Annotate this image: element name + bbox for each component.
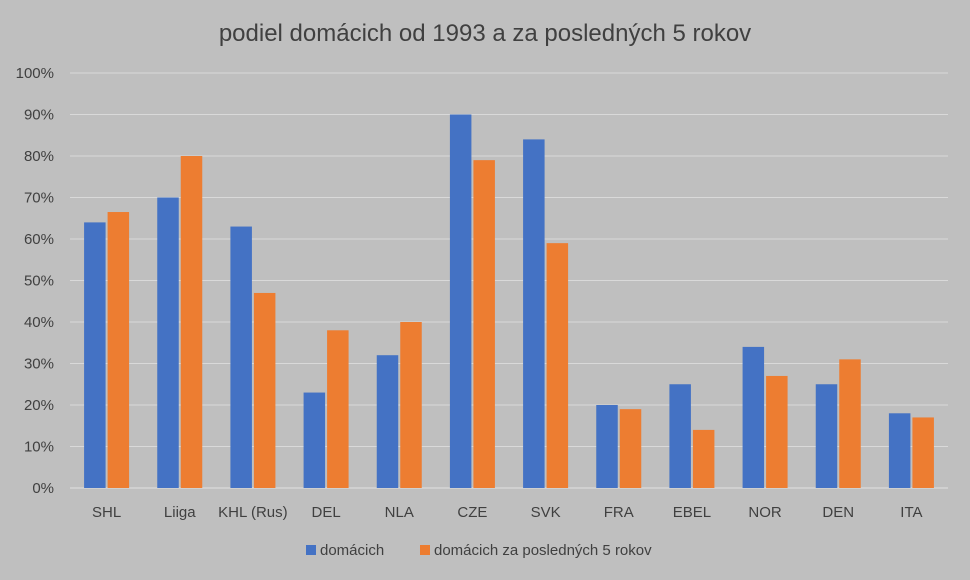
x-tick-label: EBEL [673, 504, 711, 521]
bar-liiga-series-2 [180, 156, 203, 488]
x-tick-label: FRA [604, 504, 634, 521]
bar-del-series-2 [327, 330, 349, 488]
bar-svk-series-1 [523, 139, 545, 488]
x-tick-label: SHL [92, 504, 121, 521]
x-tick-layer: SHL Liiga KHL (Rus) DEL NLA CZE SVK FRA EBEL NOR D… [92, 504, 923, 521]
bar-nor-series-2 [766, 375, 788, 488]
legend-label-series-1: domácich [320, 542, 384, 559]
y-tick-label: 100% [16, 65, 54, 82]
bar-den-series-2 [839, 359, 861, 488]
x-tick-label: DEN [822, 504, 854, 521]
bar-cze-series-2 [473, 160, 495, 488]
x-tick-label: DEL [311, 504, 340, 521]
x-tick-label: KHL (Rus) [218, 504, 287, 521]
bar-khl-rus--series-1 [230, 226, 252, 489]
bar-fra-series-2 [619, 409, 642, 488]
legend-swatch-series-2 [420, 545, 430, 555]
bar-ita-series-1 [888, 413, 911, 488]
bar-layer [84, 114, 934, 489]
x-tick-label: SVK [531, 504, 561, 521]
y-tick-label: 20% [24, 397, 54, 414]
bar-nla-series-2 [400, 322, 422, 488]
x-tick-label: NOR [748, 504, 782, 521]
chart-title: podiel domácich od 1993 a za posledných … [219, 20, 751, 47]
bar-del-series-1 [303, 392, 326, 488]
bar-cze-series-1 [449, 114, 472, 488]
bar-den-series-1 [815, 384, 838, 488]
bar-khl-rus--series-2 [253, 292, 276, 488]
bar-ita-series-2 [912, 417, 934, 488]
bar-svk-series-2 [546, 243, 569, 488]
y-tick-layer: 0% 10% 20% 30% 40% 50% 60% 70% 80% 90% 100% [16, 65, 54, 497]
y-tick-label: 70% [24, 190, 54, 207]
bar-liiga-series-1 [157, 197, 179, 488]
bar-fra-series-1 [596, 405, 618, 488]
y-tick-label: 80% [24, 148, 54, 165]
bar-nor-series-1 [742, 346, 765, 488]
grid-layer [70, 72, 948, 489]
bar-nla-series-1 [376, 355, 399, 488]
y-tick-label: 10% [24, 439, 54, 456]
legend: domácich domácich za posledných 5 rokov [306, 542, 652, 559]
y-tick-label: 0% [32, 480, 54, 497]
bar-ebel-series-1 [669, 384, 691, 488]
y-tick-label: 90% [24, 107, 54, 124]
x-tick-label: ITA [900, 504, 922, 521]
y-tick-label: 40% [24, 314, 54, 331]
legend-label-series-2: domácich za posledných 5 rokov [434, 542, 652, 559]
x-tick-label: NLA [385, 504, 414, 521]
bar-ebel-series-2 [692, 429, 715, 488]
bar-shl-series-1 [84, 222, 106, 488]
x-tick-label: CZE [457, 504, 487, 521]
legend-swatch-series-1 [306, 545, 316, 555]
bar-shl-series-2 [107, 212, 130, 488]
y-tick-label: 50% [24, 273, 54, 290]
x-tick-label: Liiga [164, 504, 196, 521]
y-tick-label: 30% [24, 356, 54, 373]
y-tick-label: 60% [24, 231, 54, 248]
